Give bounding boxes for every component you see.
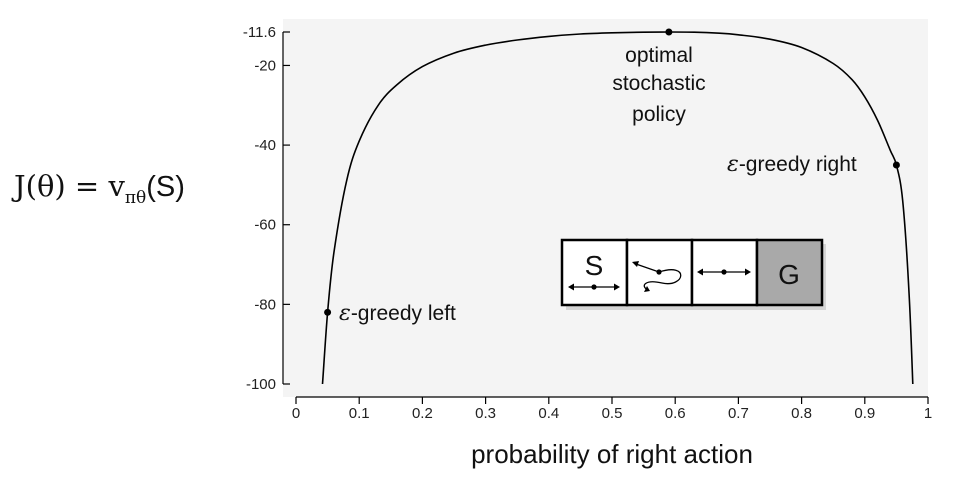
annotation-optimal-line-3: policy — [632, 103, 686, 126]
x-tick-label: 1 — [924, 405, 932, 422]
y-axis-label-arg: (S) — [146, 171, 185, 203]
x-tick-label: 0.9 — [854, 405, 875, 422]
gridworld-label-goal: G — [778, 259, 800, 290]
x-ticks: 0 0.1 0.2 0.3 0.4 0.5 0.6 0.7 0.8 0.9 1 — [292, 397, 932, 422]
x-tick-label: 0.2 — [412, 405, 433, 422]
double-arrow-icon — [697, 268, 751, 276]
x-tick-label: 0.5 — [602, 405, 623, 422]
x-tick-label: 0.6 — [665, 405, 686, 422]
x-tick-label: 0.3 — [475, 405, 496, 422]
y-axis-label: J(θ) = vπθ(S) — [11, 169, 185, 208]
x-tick-label: 0 — [292, 405, 300, 422]
annotation-greedy-left-text: -greedy left — [351, 302, 456, 325]
y-tick-label: -20 — [254, 57, 276, 74]
annotation-greedy-right: ε-greedy right — [727, 152, 857, 177]
point-optimal-policy — [665, 28, 673, 36]
y-tick-label: -40 — [254, 137, 276, 154]
y-tick-label: -60 — [254, 217, 276, 234]
y-tick-label: -11.6 — [243, 24, 276, 41]
annotation-optimal-policy: optimal stochastic policy — [612, 44, 705, 126]
double-arrow-icon — [568, 283, 620, 291]
gridworld-inset: S G — [560, 238, 826, 310]
gridworld-label-start: S — [585, 250, 604, 281]
plot-area — [283, 19, 928, 397]
gridworld-cell-goal — [755, 238, 824, 307]
annotation-optimal-line-2: stochastic — [612, 72, 705, 95]
y-ticks: -11.6 -20 -40 -60 -80 -100 — [243, 24, 290, 393]
point-greedy-right — [892, 161, 900, 169]
x-tick-label: 0.8 — [791, 405, 812, 422]
x-tick-label: 0.4 — [538, 405, 559, 422]
x-axis-label: probability of right action — [471, 439, 753, 469]
y-tick-label: -80 — [254, 296, 276, 313]
annotation-greedy-left: ε-greedy left — [339, 301, 456, 326]
epsilon-symbol: ε — [339, 301, 351, 326]
swapped-arrows-icon — [632, 261, 682, 292]
x-tick-label: 0.1 — [349, 405, 370, 422]
point-greedy-left — [324, 308, 332, 316]
epsilon-symbol: ε — [727, 152, 739, 177]
series-line — [321, 31, 914, 385]
y-axis-label-lhs: J(θ) = v — [11, 169, 125, 203]
y-axis-label-sub: πθ — [125, 188, 146, 208]
x-axis: 0 0.1 0.2 0.3 0.4 0.5 0.6 0.7 0.8 0.9 1 — [292, 396, 932, 422]
annotation-optimal-line-1: optimal — [625, 44, 693, 67]
y-tick-label: -100 — [246, 376, 276, 393]
x-tick-label: 0.7 — [728, 405, 749, 422]
annotation-greedy-right-text: -greedy right — [739, 153, 857, 176]
gridworld-cell-start — [560, 238, 629, 307]
y-axis: -11.6 -20 -40 -60 -80 -100 — [243, 24, 290, 393]
